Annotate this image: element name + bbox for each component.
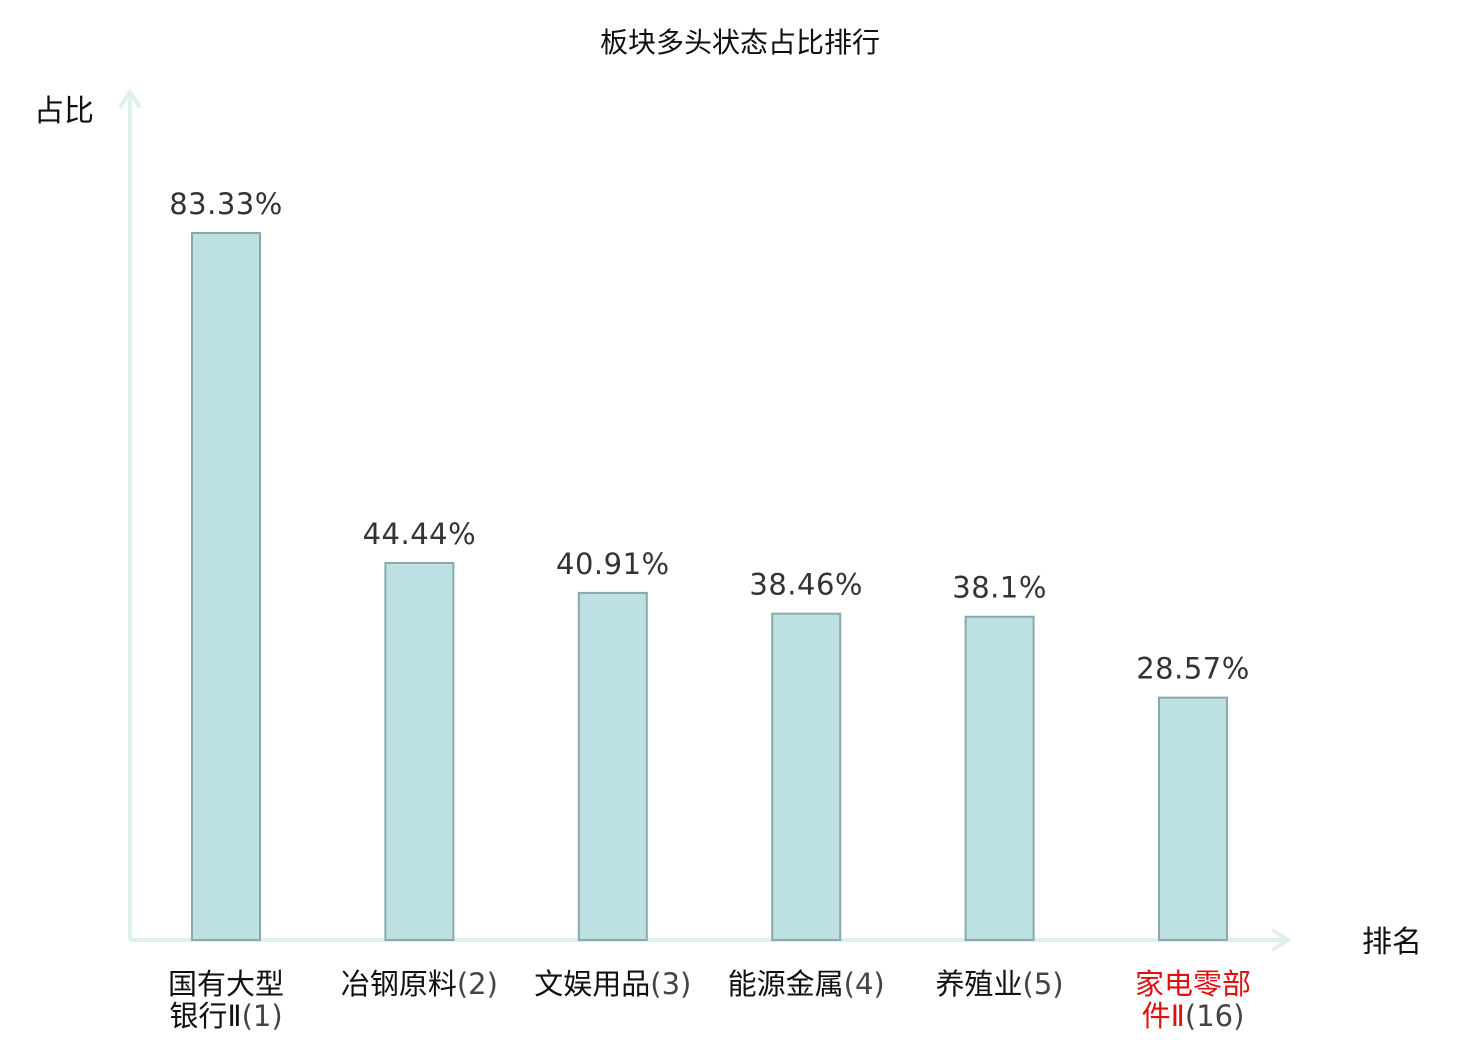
value-label: 38.1% (952, 571, 1047, 605)
category-label: 国有大型 (168, 967, 284, 1001)
chart-title: 板块多头状态占比排行 (600, 26, 880, 59)
value-label: 40.91% (556, 547, 670, 581)
category-label: 冶钢原料(2) (341, 967, 498, 1001)
bar (964, 615, 1035, 941)
y-axis-title: 占比 (34, 94, 94, 129)
x-axis-title: 排名 (1362, 925, 1422, 960)
category-label: 养殖业(5) (936, 967, 1064, 1001)
value-label: 38.46% (749, 568, 863, 602)
bar (577, 591, 648, 942)
bar (191, 232, 261, 941)
y-axis-arrow (119, 88, 141, 108)
category-label: 文娱用品(3) (534, 967, 691, 1001)
category-label: 能源金属(4) (728, 967, 885, 1001)
bars-group (191, 232, 1228, 942)
value-label: 83.33% (169, 187, 283, 221)
category-label: 银行Ⅱ(1) (169, 999, 282, 1033)
value-labels-group: 83.33% 44.44% 40.91% 38.46% 38.1% 28.57% (169, 187, 1250, 686)
bar (771, 612, 842, 941)
x-axis-arrow (1272, 929, 1292, 951)
category-label: 家电零部 (1135, 967, 1251, 1001)
axes (119, 88, 1292, 951)
bar (1158, 696, 1228, 941)
value-label: 44.44% (363, 517, 477, 551)
value-label: 28.57% (1136, 652, 1250, 686)
bar (384, 561, 455, 941)
category-label: 件Ⅱ(16) (1142, 999, 1245, 1033)
